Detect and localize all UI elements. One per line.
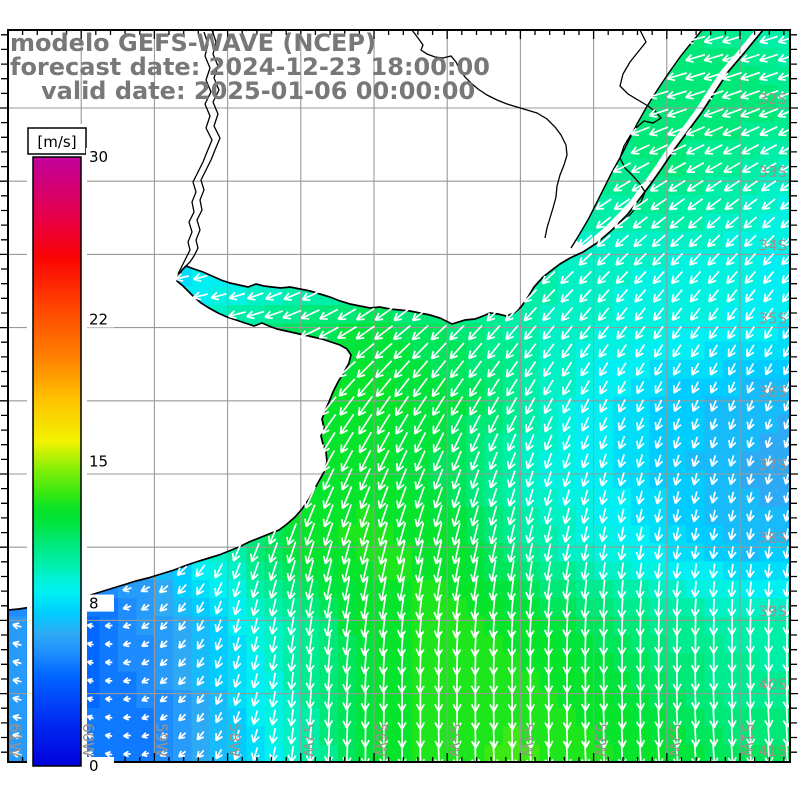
longitude-label: 60W: [79, 723, 97, 757]
colorbar: [m/s] 30 22 15 8 0: [27, 124, 114, 775]
latitude-label: 41S: [758, 742, 787, 760]
river-line: [185, 29, 221, 267]
axis-ticks: [0, 30, 798, 762]
longitude-label: 59W: [152, 723, 170, 757]
latitude-label: 36S: [758, 383, 787, 401]
longitude-label: 51W: [738, 723, 756, 757]
longitude-label: 61W: [6, 723, 24, 757]
longitude-label: 55W: [445, 723, 463, 757]
latitude-label: 39S: [758, 602, 787, 620]
colorbar-tick-label: 30: [89, 148, 108, 166]
river-line: [177, 31, 213, 275]
longitude-label: 53W: [592, 723, 610, 757]
latitude-label: 32S: [758, 90, 787, 108]
map-frame: [0, 29, 798, 763]
colorbar-unit-box: [27, 127, 87, 155]
latitude-label: 37S: [758, 456, 787, 474]
colorbar-gradient: [32, 156, 82, 767]
longitude-label: 58W: [226, 723, 244, 757]
axis-labels: 61W 60W 59W 58W 57W 56W 55W 54W 53W 52W 51W 32S 33S 3…: [6, 90, 787, 760]
wind-direction-arrows: [12, 35, 797, 768]
longitude-label: 52W: [665, 723, 683, 757]
colorbar-tick-label: 0: [89, 757, 99, 775]
longitude-label: 57W: [299, 723, 317, 757]
colorbar-tick-label: 15: [89, 453, 108, 471]
river-line: [411, 29, 568, 239]
longitude-label: 56W: [372, 723, 390, 757]
latitude-label: 38S: [758, 529, 787, 547]
colorbar-tick-label: 22: [89, 310, 108, 328]
longitude-label: 54W: [518, 723, 536, 757]
colorbar-tick-label: 8: [89, 595, 99, 613]
latitude-label: 35S: [758, 310, 787, 328]
lagoon-inner-shore: [570, 29, 703, 249]
colorbar-unit-label: [m/s]: [37, 133, 76, 151]
latitude-label: 33S: [758, 163, 787, 181]
latitude-label: 40S: [758, 676, 787, 694]
latitude-label: 34S: [758, 236, 787, 254]
